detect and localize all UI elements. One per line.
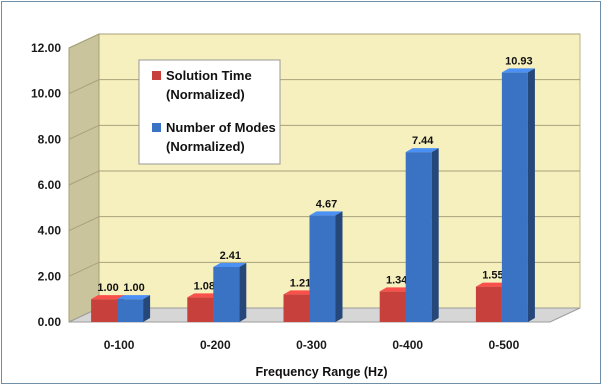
bar-front xyxy=(187,297,214,322)
bar-side xyxy=(335,211,343,322)
x-category-label: 0-300 xyxy=(296,338,327,352)
bar-front xyxy=(283,294,310,322)
bar-number-of-modes-0-200 xyxy=(213,262,247,322)
x-axis-title: Frequency Range (Hz) xyxy=(256,365,388,379)
legend-sublabel-number-of-modes: (Normalized) xyxy=(166,139,245,154)
x-category-label: 0-100 xyxy=(104,338,135,352)
y-tick-label: 2.00 xyxy=(38,269,62,283)
bar-number-of-modes-0-300 xyxy=(309,211,343,322)
bar-top xyxy=(213,262,247,267)
bars: 1.00 1.00 1.08 2.41 1.21 4.67 1.34 7.44 1.55 10.9… xyxy=(91,55,535,322)
y-axis-ticks: 0.00 2.00 4.00 6.00 8.00 10.00 12.00 xyxy=(31,41,61,329)
y-tick-label: 0.00 xyxy=(38,315,62,329)
bar-front xyxy=(501,72,528,322)
y-tick-label: 6.00 xyxy=(38,178,62,192)
bar-front xyxy=(213,266,240,322)
bar-front xyxy=(91,299,118,322)
data-label: 1.21 xyxy=(290,277,311,289)
bar-top xyxy=(117,295,151,300)
legend-swatch-number-of-modes xyxy=(152,123,161,132)
bar-number-of-modes-0-500 xyxy=(501,68,535,322)
bar-side xyxy=(527,68,535,322)
bar-top xyxy=(91,295,125,300)
gridline xyxy=(68,33,580,49)
bar-side xyxy=(431,148,439,322)
data-label: 4.67 xyxy=(316,198,337,210)
x-axis-categories: 0-100 0-200 0-300 0-400 0-500 xyxy=(104,338,520,352)
gridline xyxy=(68,79,580,95)
bar-front xyxy=(475,286,502,322)
bar-top xyxy=(379,287,413,292)
x-category-label: 0-500 xyxy=(489,338,520,352)
y-tick-label: 4.00 xyxy=(38,224,62,238)
x-category-label: 0-200 xyxy=(200,338,231,352)
legend-label-number-of-modes: Number of Modes xyxy=(166,120,276,135)
data-label: 1.34 xyxy=(386,274,408,286)
data-label: 10.93 xyxy=(505,55,533,67)
y-tick-label: 10.00 xyxy=(31,87,61,101)
bar-number-of-modes-0-400 xyxy=(405,148,439,322)
bar-top xyxy=(309,211,343,216)
data-label: 1.00 xyxy=(123,282,144,294)
bar-side xyxy=(239,262,247,322)
bar-number-of-modes-0-100 xyxy=(117,295,151,322)
legend-box xyxy=(138,59,281,165)
bar-top xyxy=(283,290,317,295)
data-label: 1.00 xyxy=(97,282,118,294)
x-category-label: 0-400 xyxy=(392,338,423,352)
data-label: 1.55 xyxy=(482,270,503,282)
data-label: 7.44 xyxy=(412,135,434,147)
bar-front xyxy=(117,299,144,322)
data-label: 2.41 xyxy=(220,250,241,262)
legend: Solution Time (Normalized) Number of Mod… xyxy=(138,59,281,165)
y-tick-label: 8.00 xyxy=(38,132,62,146)
gridline xyxy=(68,124,580,140)
data-label: 1.08 xyxy=(194,280,215,292)
legend-label-solution-time: Solution Time xyxy=(166,68,252,83)
legend-sublabel-solution-time: (Normalized) xyxy=(166,87,245,102)
chart-frame: 0.00 2.00 4.00 6.00 8.00 10.00 12.00 1.00 1.00 1… xyxy=(1,1,601,384)
bar-front xyxy=(379,291,406,322)
bar-front xyxy=(309,215,336,322)
bar-top xyxy=(475,282,509,287)
bar-top xyxy=(405,148,439,153)
bar-top xyxy=(501,68,535,73)
bar-top xyxy=(187,293,221,298)
bar-front xyxy=(405,152,432,322)
bar-side xyxy=(143,295,151,322)
y-tick-label: 12.00 xyxy=(31,41,61,55)
legend-swatch-solution-time xyxy=(152,71,161,80)
